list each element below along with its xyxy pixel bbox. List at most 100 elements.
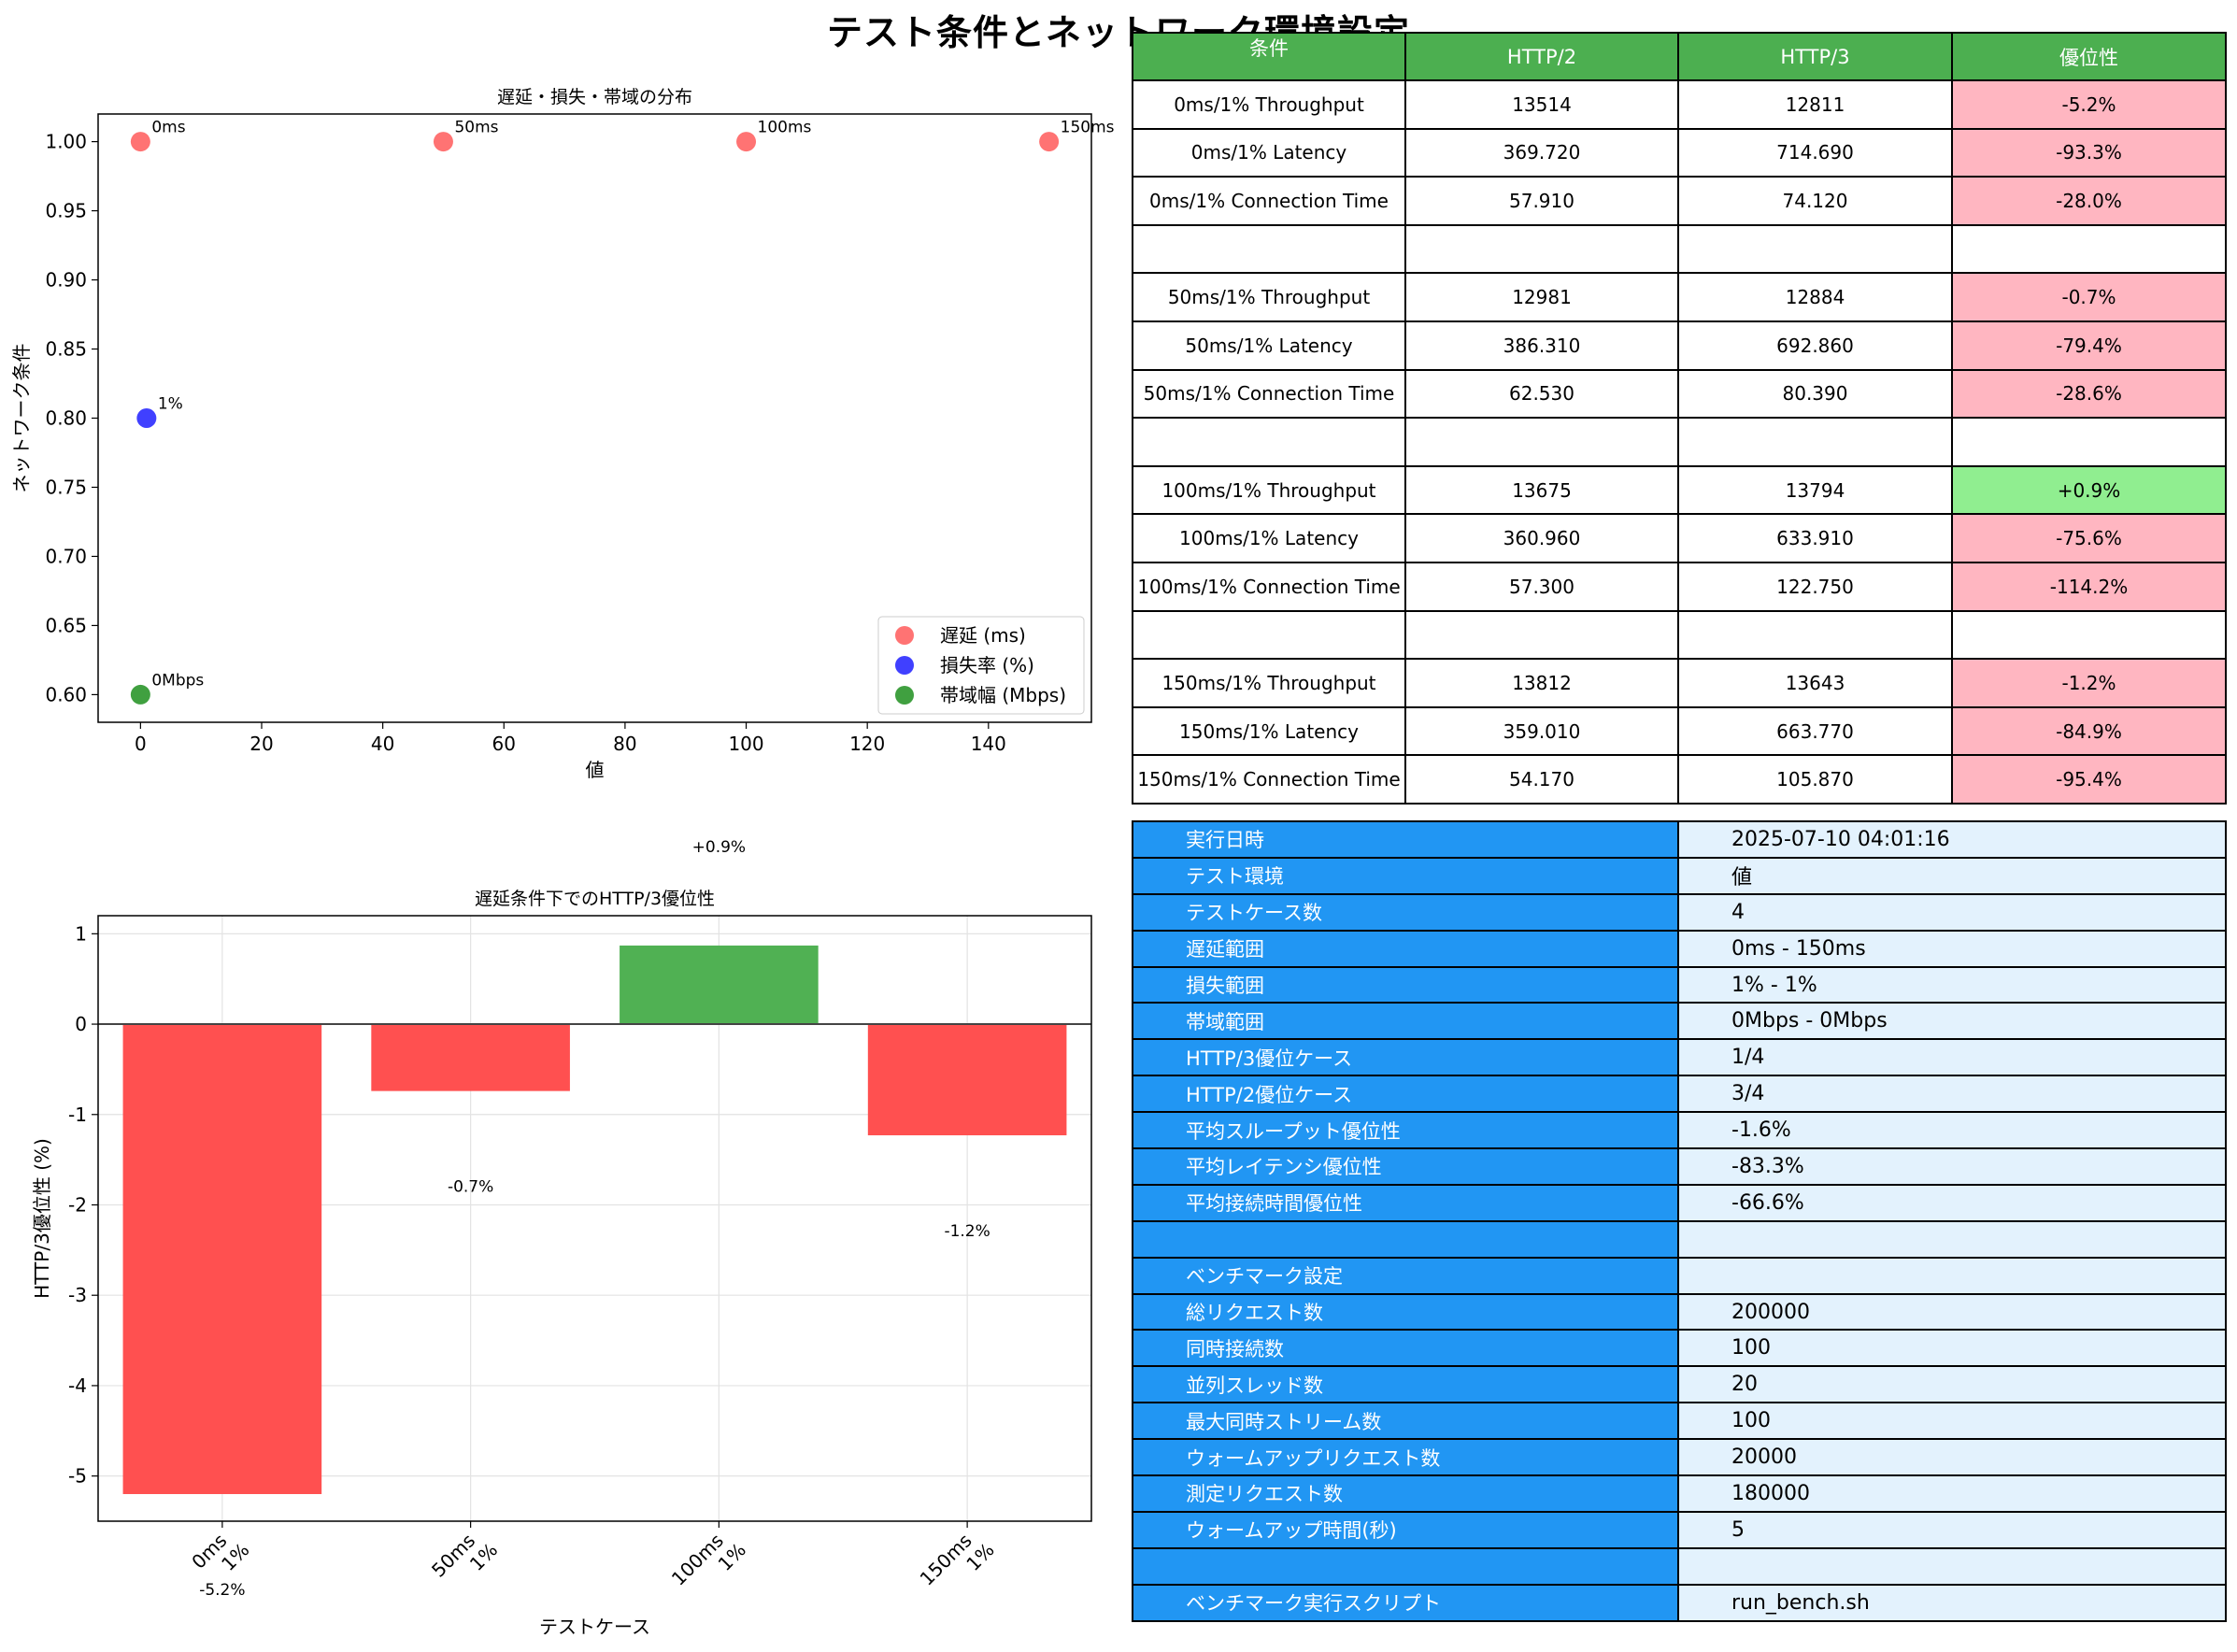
table-cell: 105.870: [1677, 754, 1953, 805]
table-row: 総リクエスト数 200000: [1132, 1292, 2227, 1332]
chart-title: 遅延・損失・帯域の分布: [497, 87, 692, 107]
table-header-cell: 優位性: [1951, 32, 2227, 81]
y-tick-label: -1: [68, 1104, 87, 1126]
table-row: 50ms/1% Connection Time 62.530 80.390 -28.6…: [1132, 368, 2227, 420]
y-tick-label: 0.75: [45, 476, 87, 498]
table-row: 0ms/1% Throughput 13514 12811 -5.2%: [1132, 79, 2227, 130]
table-row: [1132, 223, 2227, 275]
table-row: ベンチマーク設定: [1132, 1256, 2227, 1295]
table-value-cell: 100: [1677, 1402, 2227, 1441]
table-cell: [1677, 417, 1953, 467]
legend-marker: [895, 626, 914, 645]
table-cell: 150ms/1% Connection Time: [1132, 754, 1406, 805]
table-header-cell: 条件: [1132, 32, 1406, 81]
bar-data-label: -1.2%: [944, 1222, 990, 1241]
table-key-cell: HTTP/2優位ケース: [1132, 1075, 1679, 1114]
table-row: 150ms/1% Throughput 13812 13643 -1.2%: [1132, 658, 2227, 708]
table-row: 平均スループット優位性 -1.6%: [1132, 1111, 2227, 1150]
table-cell: -95.4%: [1951, 754, 2227, 805]
y-tick-label: 0.95: [45, 200, 87, 222]
table-cell: [1951, 609, 2227, 661]
plot-frame: [97, 915, 1092, 1522]
table-cell: 57.910: [1404, 176, 1679, 226]
x-tick-label: 20: [249, 733, 273, 755]
table-key-cell: 帯域範囲: [1132, 1002, 1679, 1041]
table-value-cell: 1% - 1%: [1677, 965, 2227, 1004]
point-label: 150ms: [1061, 119, 1115, 137]
table-key-cell: テストケース数: [1132, 892, 1679, 932]
table-value-cell: 20000: [1677, 1438, 2227, 1477]
scatter-point: [130, 132, 150, 152]
table-value-cell: 1/4: [1677, 1038, 2227, 1077]
table-key-cell: [1132, 1546, 1679, 1586]
table-cell: 633.910: [1677, 513, 1953, 563]
table-cell: [1404, 223, 1679, 275]
table-value-cell: [1677, 1256, 2227, 1295]
bar: [122, 1024, 322, 1494]
comparison-table: 条件 HTTP/2 HTTP/3 優位性 0ms/1% Throughput 13514…: [1132, 32, 2227, 805]
table-value-cell: 0ms - 150ms: [1677, 929, 2227, 968]
table-key-cell: 最大同時ストリーム数: [1132, 1402, 1679, 1441]
table-cell: 100ms/1% Throughput: [1132, 464, 1406, 516]
table-value-cell: 2025-07-10 04:01:16: [1677, 820, 2227, 859]
y-tick-label: -4: [68, 1374, 87, 1397]
table-row: 100ms/1% Connection Time 57.300 122.750 -11…: [1132, 561, 2227, 612]
scatter-point: [1039, 132, 1060, 152]
table-key-cell: ベンチマーク実行スクリプト: [1132, 1583, 1679, 1622]
point-label: 100ms: [758, 119, 812, 137]
point-label: 1%: [158, 395, 183, 414]
table-key-cell: ウォームアップリクエスト数: [1132, 1438, 1679, 1477]
table-row: [1132, 1546, 2227, 1586]
table-row: 100ms/1% Throughput 13675 13794 +0.9%: [1132, 464, 2227, 516]
y-tick-label: 0: [75, 1013, 87, 1035]
table-cell: [1132, 223, 1406, 275]
table-value-cell: 0Mbps - 0Mbps: [1677, 1002, 2227, 1041]
table-key-cell: テスト環境: [1132, 856, 1679, 895]
table-value-cell: 3/4: [1677, 1075, 2227, 1114]
table-cell: 12811: [1677, 79, 1953, 130]
bar-data-label: -5.2%: [199, 1581, 245, 1600]
scatter-chart: 遅延・損失・帯域の分布 0 20 40 60 80 100 120 140 0.60 0.65 0.7…: [10, 87, 1115, 781]
table-cell: +0.9%: [1951, 464, 2227, 516]
table-row: 遅延範囲 0ms - 150ms: [1132, 929, 2227, 968]
table-row: [1132, 417, 2227, 467]
table-key-cell: ウォームアップ時間(秒): [1132, 1510, 1679, 1549]
table-cell: 13675: [1404, 464, 1679, 516]
table-cell: [1132, 417, 1406, 467]
table-cell: 0ms/1% Throughput: [1132, 79, 1406, 130]
table-value-cell: 180000: [1677, 1474, 2227, 1513]
table-value-cell: -83.3%: [1677, 1147, 2227, 1186]
x-tick-label: 80: [613, 733, 636, 755]
table-value-cell: 100: [1677, 1329, 2227, 1368]
table-key-cell: 遅延範囲: [1132, 929, 1679, 968]
table-cell: -5.2%: [1951, 79, 2227, 130]
table-cell: 369.720: [1404, 127, 1679, 178]
table-value-cell: run_bench.sh: [1677, 1583, 2227, 1622]
table-row: 同時接続数 100: [1132, 1329, 2227, 1368]
table-value-cell: 20: [1677, 1365, 2227, 1404]
table-row: HTTP/3優位ケース 1/4: [1132, 1038, 2227, 1077]
table-row: 150ms/1% Latency 359.010 663.770 -84.9%: [1132, 705, 2227, 757]
y-tick-label: 0.70: [45, 545, 87, 567]
table-value-cell: 4: [1677, 892, 2227, 932]
y-tick-label: 0.80: [45, 407, 87, 430]
table-row: 並列スレッド数 20: [1132, 1365, 2227, 1404]
table-key-cell: 並列スレッド数: [1132, 1365, 1679, 1404]
table-row: 100ms/1% Latency 360.960 633.910 -75.6%: [1132, 513, 2227, 563]
table-cell: 663.770: [1677, 705, 1953, 757]
table-row: ウォームアップリクエスト数 20000: [1132, 1438, 2227, 1477]
legend-marker: [895, 686, 914, 705]
table-cell: 13794: [1677, 464, 1953, 516]
table-row: 50ms/1% Latency 386.310 692.860 -79.4%: [1132, 320, 2227, 371]
y-tick-label: 1: [75, 922, 87, 945]
table-value-cell: [1677, 1546, 2227, 1586]
table-key-cell: 損失範囲: [1132, 965, 1679, 1004]
table-value-cell: [1677, 1219, 2227, 1259]
table-cell: 12884: [1677, 272, 1953, 322]
x-tick-label: 140: [971, 733, 1006, 755]
y-tick-label: -3: [68, 1284, 87, 1306]
legend-box: [877, 616, 1085, 715]
table-row: 0ms/1% Latency 369.720 714.690 -93.3%: [1132, 127, 2227, 178]
table-cell: 13812: [1404, 658, 1679, 708]
table-row: 損失範囲 1% - 1%: [1132, 965, 2227, 1004]
